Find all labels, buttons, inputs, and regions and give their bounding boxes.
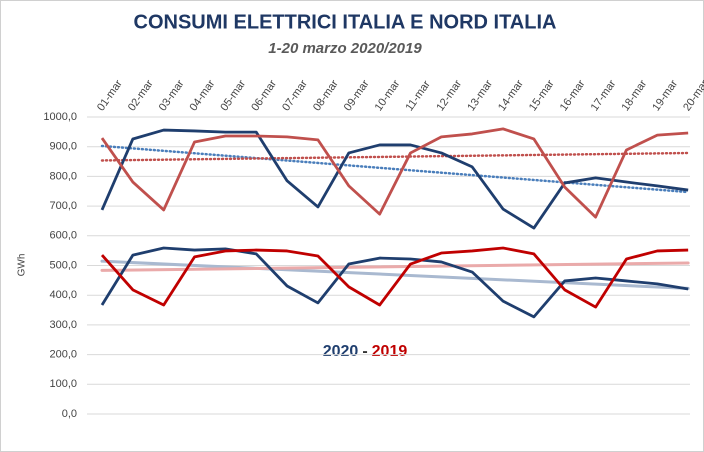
series-line bbox=[100, 246, 689, 319]
series-line bbox=[100, 246, 689, 309]
trend-line bbox=[100, 151, 690, 162]
y-tick-label: 0,0 bbox=[62, 408, 77, 420]
trend-line bbox=[100, 144, 690, 194]
y-tick-label: 1000,0 bbox=[43, 111, 77, 123]
y-tick-label: 700,0 bbox=[49, 200, 77, 212]
trend-line bbox=[100, 261, 690, 272]
chart-title: CONSUMI ELETTRICI ITALIA E NORD ITALIA bbox=[134, 11, 557, 33]
y-tick-label: 300,0 bbox=[49, 319, 77, 331]
y-axis-label: GWh bbox=[17, 254, 28, 277]
annotation-separator: - bbox=[362, 343, 367, 360]
trend-line bbox=[100, 259, 690, 290]
y-tick-label: 100,0 bbox=[49, 378, 77, 390]
annotation-2020: 2020 bbox=[323, 343, 359, 360]
y-tick-label: 200,0 bbox=[49, 349, 77, 361]
y-tick-label: 500,0 bbox=[49, 259, 77, 271]
annotation-2019: 2019 bbox=[372, 343, 408, 360]
series-line bbox=[100, 128, 689, 230]
y-tick-label: 600,0 bbox=[49, 230, 77, 242]
y-tick-label: 800,0 bbox=[49, 170, 77, 182]
annotation: 2020-2019 bbox=[323, 343, 408, 360]
y-tick-label: 900,0 bbox=[49, 141, 77, 153]
chart-subtitle: 1-20 marzo 2020/2019 bbox=[268, 40, 422, 57]
series-line bbox=[100, 127, 689, 219]
y-tick-label: 400,0 bbox=[49, 289, 77, 301]
